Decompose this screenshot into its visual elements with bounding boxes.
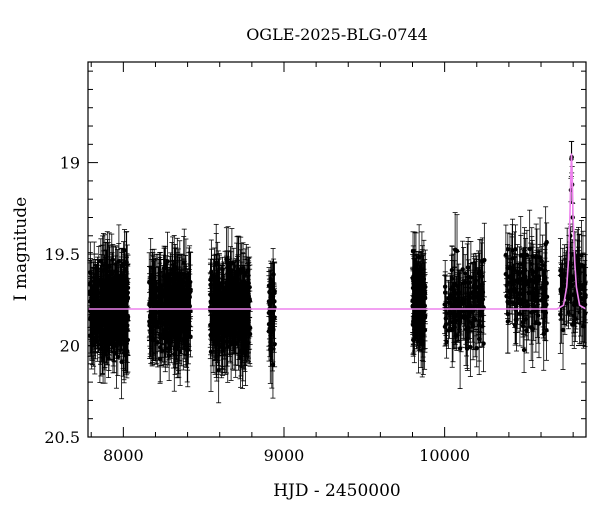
data-point [527,209,533,289]
data-point [507,233,513,303]
data-point [479,242,485,311]
data-point [476,267,482,333]
data-point [458,271,464,353]
data-point [170,263,176,327]
data-point [452,212,458,288]
data-point [533,223,539,290]
data-point [148,238,154,318]
data-point [538,281,544,320]
data-point [215,289,221,366]
data-point [211,278,217,331]
data-point [470,261,476,325]
data-point [543,277,549,332]
x-tick-label: 9000 [264,446,305,465]
x-tick-label: 10000 [419,446,470,465]
model-curve [88,153,587,310]
data-point [118,276,124,324]
y-axis-label: I magnitude [11,197,31,301]
data-point [530,246,536,302]
data-point [412,293,418,343]
data-point [576,233,582,310]
data-point [247,268,253,330]
data-point [163,292,169,344]
plot-frame [87,61,587,438]
data-point [533,293,539,353]
data-point [450,281,456,363]
data-point [443,304,449,345]
data-point [159,279,165,354]
data-point [513,272,519,309]
chart-title: OGLE-2025-BLG-0744 [246,25,428,44]
model-curve-layer [88,153,587,310]
data-point [232,310,238,354]
data-point [185,292,191,365]
data-point [481,222,487,298]
data-point [537,217,543,298]
data-point [213,295,219,342]
data-point [418,263,424,315]
data-point [534,249,540,293]
data-point [452,294,458,337]
data-point [162,309,168,349]
y-tick-label: 20.5 [44,428,80,447]
data-point [235,254,241,329]
data-point [519,253,525,305]
data-point [147,299,153,347]
data-point [108,270,114,329]
y-tick-label: 19.5 [44,245,80,264]
data-point [464,291,470,343]
data-point [267,301,273,358]
data-point [174,322,180,365]
data-point [208,311,214,392]
data-point [270,330,276,399]
data-point [540,234,546,296]
data-point [474,259,480,316]
data-points-layer [87,140,589,404]
axes-layer: 8000 9000 10000 19 19.5 20 20.5 [44,62,586,465]
data-point [207,264,213,296]
y-tick-label: 19 [60,154,80,173]
x-axis-label: HJD - 2450000 [273,481,401,501]
data-point [511,231,517,309]
data-point [91,323,97,367]
data-point [442,274,448,311]
data-point [227,274,233,306]
data-point [156,266,162,325]
data-point [157,334,163,384]
data-point [96,297,102,342]
data-point [244,258,250,309]
data-point [88,313,94,357]
data-point [101,279,107,323]
data-point [224,287,230,356]
data-point [243,294,249,366]
x-tick-label: 8000 [103,446,144,465]
data-point [180,272,186,334]
data-point [115,277,121,346]
data-point [421,254,427,305]
data-point [244,282,250,358]
data-point [213,318,219,353]
data-point [178,288,184,339]
data-point [222,301,228,357]
data-point [531,257,537,306]
data-point [106,232,112,301]
y-tick-label: 20 [60,337,80,356]
data-point [149,288,155,366]
data-point [121,274,127,346]
data-point [470,294,476,329]
data-point [167,296,173,352]
data-point [216,258,222,316]
data-point [413,268,419,326]
